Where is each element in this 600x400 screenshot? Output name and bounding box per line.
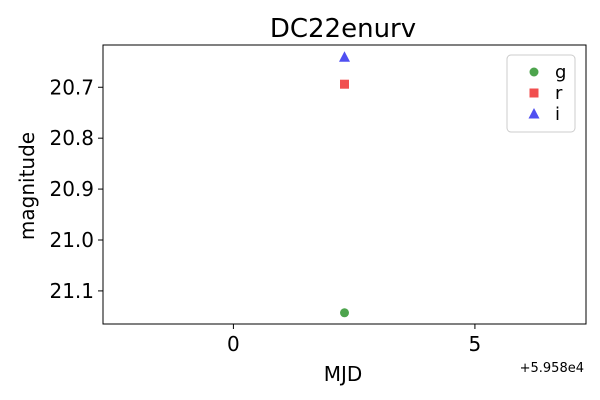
legend-marker-i <box>528 108 540 119</box>
y-tick-label: 20.7 <box>49 75 94 99</box>
chart-title: DC22enurv <box>270 14 416 44</box>
x-tick-label: 5 <box>469 332 482 356</box>
legend-marker-r <box>529 88 539 98</box>
x-axis-label: MJD <box>324 362 363 386</box>
data-point-i <box>339 51 350 62</box>
y-tick-label: 20.8 <box>49 126 94 150</box>
x-axis-offset-label: +5.958e4 <box>520 361 584 376</box>
y-tick-label: 20.9 <box>49 177 94 201</box>
legend: gri <box>506 54 576 133</box>
data-point-r <box>340 79 349 89</box>
y-tick-label: 21.1 <box>49 279 94 303</box>
y-axis-label: magnitude <box>15 132 39 240</box>
y-tick-label: 21.0 <box>49 228 94 252</box>
plot-area <box>102 44 587 325</box>
x-tick-label: 0 <box>227 332 240 356</box>
y-axis-ticks: 20.7 20.8 20.9 21.0 21.1 <box>49 75 103 303</box>
legend-label-r: r <box>555 83 563 104</box>
legend-box <box>506 54 576 133</box>
legend-label-i: i <box>555 104 560 125</box>
data-point-g <box>340 308 349 318</box>
legend-marker-g <box>529 67 539 77</box>
legend-label-g: g <box>555 62 566 83</box>
data-points <box>339 51 350 318</box>
